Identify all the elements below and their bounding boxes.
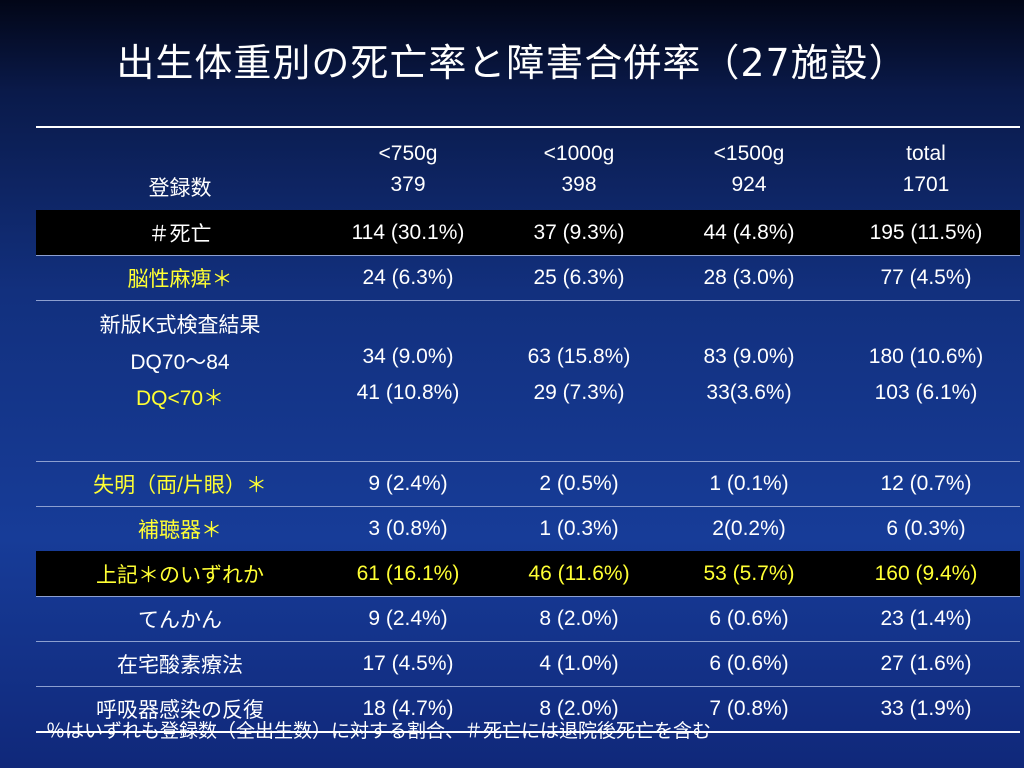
table-row-hearing-aid: 補聴器＊ 3 (0.8%) 1 (0.3%) 2(0.2%) 6 (0.3%) bbox=[36, 506, 1020, 552]
table-cell: 33 (1.9%) bbox=[832, 686, 1020, 733]
row-label: ＃死亡 bbox=[36, 210, 324, 256]
column-count: 379 bbox=[390, 173, 426, 196]
table-cell: 3 (0.8%) bbox=[324, 506, 492, 552]
table-cell: 28 (3.0%) bbox=[666, 255, 832, 301]
table-cell: 1 (0.3%) bbox=[492, 506, 666, 552]
table-cell: 6 (0.3%) bbox=[832, 506, 1020, 552]
table-cell: 83 (9.0%) 33(3.6%) bbox=[666, 300, 832, 462]
cell-value: 180 (10.6%) bbox=[868, 345, 984, 368]
table-row-blindness: 失明（両/片眼）＊ 9 (2.4%) 2 (0.5%) 1 (0.1%) 12 … bbox=[36, 461, 1020, 507]
row-label-group: 新版K式検査結果 DQ70〜84 DQ<70＊ bbox=[36, 300, 324, 462]
table-row-any-above: 上記＊のいずれか 61 (16.1%) 46 (11.6%) 53 (5.7%)… bbox=[36, 551, 1020, 597]
cell-value: 33(3.6%) bbox=[706, 381, 792, 404]
row-label: 失明（両/片眼）＊ bbox=[36, 461, 324, 507]
table-cell: 9 (2.4%) bbox=[324, 596, 492, 642]
table-cell: 34 (9.0%) 41 (10.8%) bbox=[324, 300, 492, 462]
cell-value: 29 (7.3%) bbox=[533, 381, 625, 404]
table-cell: 9 (2.4%) bbox=[324, 461, 492, 507]
table-cell: 7 (0.8%) bbox=[666, 686, 832, 733]
table-cell: 8 (2.0%) bbox=[492, 596, 666, 642]
table-header-row: 登録数 <750g 379 <1000g 398 <1500g 924 total 17… bbox=[36, 126, 1020, 211]
column-label: <1000g bbox=[543, 142, 615, 165]
table-cell: 53 (5.7%) bbox=[666, 551, 832, 597]
table-cell: 195 (11.5%) bbox=[832, 210, 1020, 256]
column-count: 924 bbox=[731, 173, 767, 196]
table-row-k-test: 新版K式検査結果 DQ70〜84 DQ<70＊ 34 (9.0%) 41 (10.… bbox=[36, 300, 1020, 462]
column-label: <1500g bbox=[713, 142, 785, 165]
row-label: てんかん bbox=[36, 596, 324, 642]
header-cell: <1500g 924 bbox=[666, 126, 832, 211]
slide-title: 出生体重別の死亡率と障害合併率（27施設） bbox=[116, 41, 908, 85]
table-cell: 27 (1.6%) bbox=[832, 641, 1020, 687]
table-cell: 2 (0.5%) bbox=[492, 461, 666, 507]
table-row-death: ＃死亡 114 (30.1%) 37 (9.3%) 44 (4.8%) 195 … bbox=[36, 210, 1020, 256]
table-cell: 114 (30.1%) bbox=[324, 210, 492, 256]
table-cell: 6 (0.6%) bbox=[666, 596, 832, 642]
table-row-cerebral-palsy: 脳性麻痺＊ 24 (6.3%) 25 (6.3%) 28 (3.0%) 77 (… bbox=[36, 255, 1020, 301]
table-row-epilepsy: てんかん 9 (2.4%) 8 (2.0%) 6 (0.6%) 23 (1.4%… bbox=[36, 596, 1020, 642]
table-cell: 180 (10.6%) 103 (6.1%) bbox=[832, 300, 1020, 462]
cell-value: 34 (9.0%) bbox=[362, 345, 454, 368]
header-row-label: 登録数 bbox=[36, 126, 324, 211]
header-cell: <1000g 398 bbox=[492, 126, 666, 211]
table-cell: 160 (9.4%) bbox=[832, 551, 1020, 597]
row-sublabel-dq1: DQ70〜84 bbox=[130, 351, 230, 374]
row-label: 上記＊のいずれか bbox=[36, 551, 324, 597]
table-cell: 77 (4.5%) bbox=[832, 255, 1020, 301]
table-row-home-oxygen: 在宅酸素療法 17 (4.5%) 4 (1.0%) 6 (0.6%) 27 (1… bbox=[36, 641, 1020, 687]
cell-value: 83 (9.0%) bbox=[703, 345, 795, 368]
table-cell: 2(0.2%) bbox=[666, 506, 832, 552]
row-label: 呼吸器感染の反復 bbox=[36, 686, 324, 733]
column-count: 398 bbox=[561, 173, 597, 196]
table-cell: 46 (11.6%) bbox=[492, 551, 666, 597]
table-cell: 18 (4.7%) bbox=[324, 686, 492, 733]
table-cell: 37 (9.3%) bbox=[492, 210, 666, 256]
table-cell: 1 (0.1%) bbox=[666, 461, 832, 507]
table-cell: 17 (4.5%) bbox=[324, 641, 492, 687]
column-label: total bbox=[906, 142, 946, 165]
outcome-table: 登録数 <750g 379 <1000g 398 <1500g 924 total 17… bbox=[36, 126, 1020, 733]
cell-value: 63 (15.8%) bbox=[527, 345, 631, 368]
table-cell: 44 (4.8%) bbox=[666, 210, 832, 256]
table-row-respiratory-infection: 呼吸器感染の反復 18 (4.7%) 8 (2.0%) 7 (0.8%) 33 … bbox=[36, 686, 1020, 733]
table-cell: 25 (6.3%) bbox=[492, 255, 666, 301]
header-cell: total 1701 bbox=[832, 126, 1020, 211]
row-label: 在宅酸素療法 bbox=[36, 641, 324, 687]
table-cell: 24 (6.3%) bbox=[324, 255, 492, 301]
cell-value: 41 (10.8%) bbox=[356, 381, 460, 404]
column-label: <750g bbox=[378, 142, 438, 165]
column-count: 1701 bbox=[902, 173, 950, 196]
table-cell: 61 (16.1%) bbox=[324, 551, 492, 597]
table-cell: 4 (1.0%) bbox=[492, 641, 666, 687]
table-cell: 63 (15.8%) 29 (7.3%) bbox=[492, 300, 666, 462]
header-cell: <750g 379 bbox=[324, 126, 492, 211]
row-label: 補聴器＊ bbox=[36, 506, 324, 552]
table-cell: 12 (0.7%) bbox=[832, 461, 1020, 507]
table-cell: 8 (2.0%) bbox=[492, 686, 666, 733]
table-cell: 23 (1.4%) bbox=[832, 596, 1020, 642]
row-label: 新版K式検査結果 bbox=[99, 314, 261, 337]
footnote: ％はいずれも登録数（全出生数）に対する割合、＃死亡には退院後死亡を含む bbox=[46, 720, 712, 742]
row-label: 脳性麻痺＊ bbox=[36, 255, 324, 301]
row-sublabel-dq2: DQ<70＊ bbox=[135, 387, 225, 410]
table-cell: 6 (0.6%) bbox=[666, 641, 832, 687]
cell-value: 103 (6.1%) bbox=[874, 381, 978, 404]
